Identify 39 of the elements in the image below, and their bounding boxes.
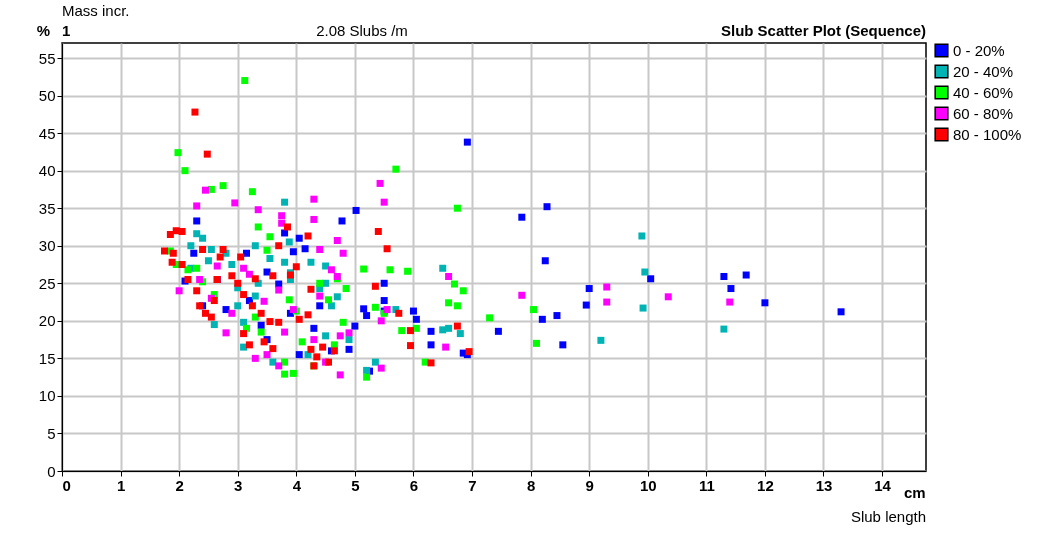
legend-label: 60 - 80% xyxy=(953,104,1014,122)
legend-label: 80 - 100% xyxy=(953,125,1022,143)
y-tick-label: 55 xyxy=(38,49,56,67)
chart-subtitle: 2.08 Slubs /m xyxy=(316,22,408,39)
text: 1 xyxy=(62,22,71,39)
x-tick-label: 5 xyxy=(351,476,360,494)
x-tick-label: 0 xyxy=(62,476,71,494)
x-tick-label: 10 xyxy=(639,476,657,494)
y-tick-label: 30 xyxy=(38,237,56,255)
y-tick-label: 20 xyxy=(38,312,56,330)
x-tick-label: 12 xyxy=(757,476,774,494)
legend-label: 0 - 20% xyxy=(953,41,1005,59)
y-tick-label: 45 xyxy=(38,124,56,142)
y-tick-label: 25 xyxy=(38,274,56,292)
x-tick-label: 3 xyxy=(234,476,243,494)
y-tick-label: 35 xyxy=(38,199,56,217)
x-tick-label: 8 xyxy=(526,476,536,494)
x-tick-label: 4 xyxy=(292,476,302,494)
x-tick-label: 13 xyxy=(815,476,833,494)
x-tick-label: 11 xyxy=(698,476,715,494)
text: Mass incr. xyxy=(62,2,130,19)
chart-title: Slub Scatter Plot (Sequence) xyxy=(720,22,926,39)
y-tick-label: 40 xyxy=(38,162,56,180)
x-tick-label: 14 xyxy=(874,476,892,494)
y-tick-label: 10 xyxy=(38,387,56,405)
x-tick-label: 2 xyxy=(175,476,184,494)
y-tick-label: 5 xyxy=(47,424,56,442)
y-tick-label: 50 xyxy=(38,87,56,105)
text: cm xyxy=(904,484,926,501)
y-tick-label: 0 xyxy=(47,462,56,480)
x-tick-label: 1 xyxy=(116,476,126,494)
x-axis-title: Slub length xyxy=(850,508,926,525)
x-tick-label: 7 xyxy=(468,476,477,494)
y-tick-label: 15 xyxy=(38,349,56,367)
x-tick-label: 9 xyxy=(585,476,594,494)
y-axis-title: % xyxy=(36,22,50,39)
x-tick-label: 6 xyxy=(409,476,419,494)
legend-label: 40 - 60% xyxy=(953,83,1014,101)
legend-label: 20 - 40% xyxy=(953,62,1014,80)
